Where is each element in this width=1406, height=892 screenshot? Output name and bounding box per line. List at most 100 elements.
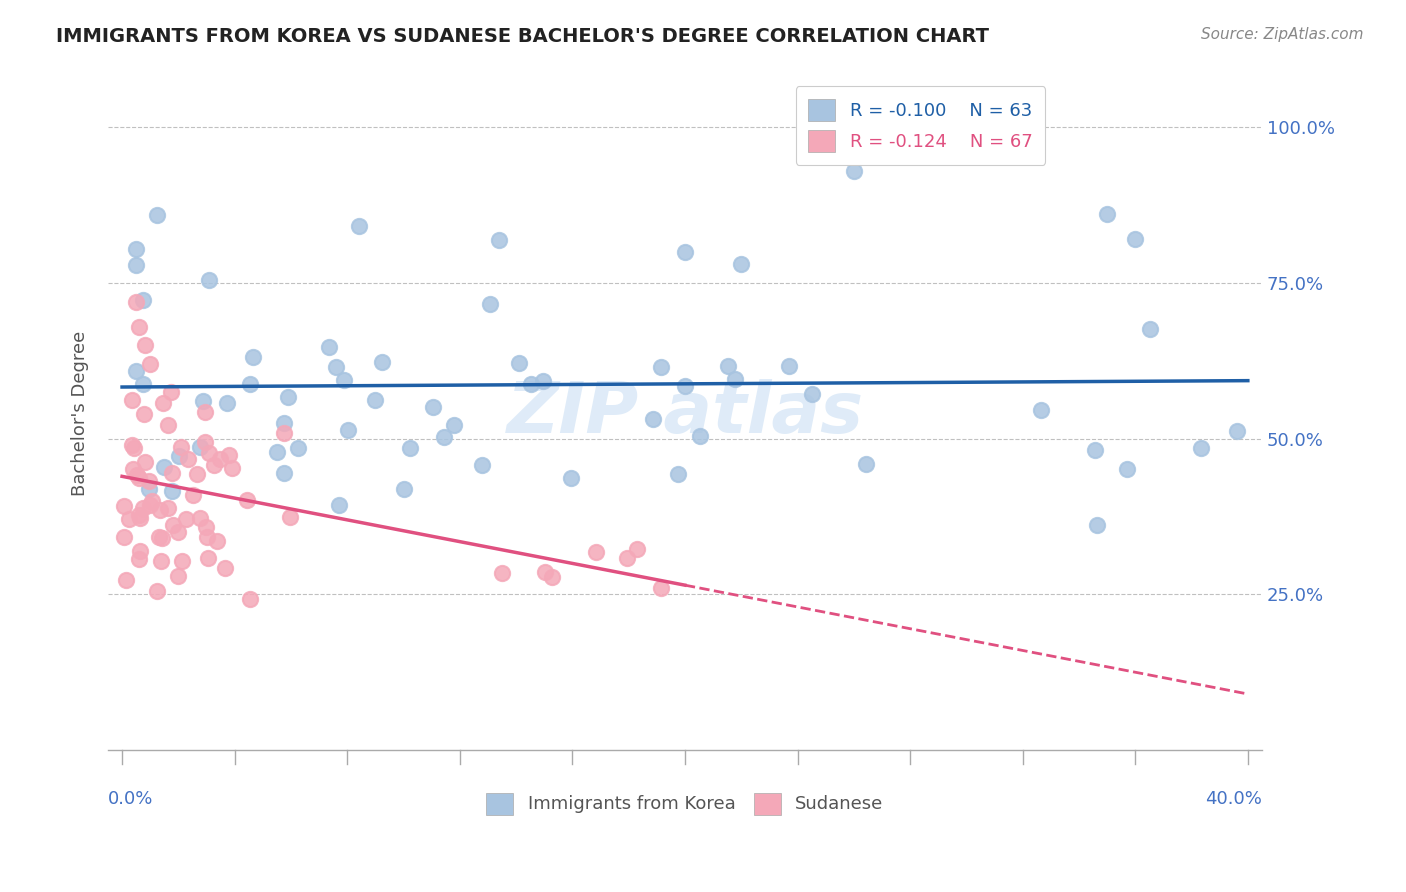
Point (221, 460, 243, 475)
Point (730, 257, 752, 271)
Point (170, 440, 193, 454)
Point (239, 376, 262, 391)
Point (479, 297, 502, 311)
Point (157, 418, 180, 433)
Point (150, 531, 173, 545)
Point (125, 243, 148, 257)
Point (198, 446, 221, 460)
Point (128, 319, 150, 334)
Point (1123, 232, 1146, 246)
Point (195, 530, 218, 544)
Point (724, 372, 747, 386)
Point (585, 545, 607, 559)
Point (167, 569, 190, 583)
Point (125, 364, 148, 378)
Point (128, 544, 150, 558)
Y-axis label: Bachelor's Degree: Bachelor's Degree (72, 331, 89, 496)
Point (160, 484, 183, 499)
Point (145, 208, 167, 222)
Point (132, 408, 155, 422)
Point (209, 452, 232, 467)
Point (146, 583, 169, 598)
Point (332, 373, 354, 387)
Point (152, 395, 174, 409)
Point (1095, 207, 1118, 221)
Point (128, 508, 150, 523)
Point (1226, 424, 1249, 438)
Point (560, 471, 582, 485)
Point (626, 541, 648, 556)
Point (197, 273, 219, 287)
Point (112, 530, 135, 544)
Point (172, 554, 194, 568)
Point (1139, 322, 1161, 336)
Point (121, 392, 143, 407)
Point (273, 426, 295, 441)
Point (394, 482, 416, 496)
Point (197, 551, 219, 566)
Point (318, 339, 340, 353)
Point (115, 573, 138, 587)
Point (207, 533, 229, 548)
Point (194, 405, 217, 419)
Point (141, 494, 163, 508)
Point (195, 520, 218, 534)
Point (1116, 462, 1139, 476)
Point (650, 359, 672, 374)
Point (399, 441, 422, 455)
Point (112, 499, 135, 513)
Point (162, 518, 184, 533)
Point (242, 350, 264, 364)
Point (149, 554, 172, 568)
Point (673, 244, 696, 259)
Point (1189, 442, 1212, 456)
Point (118, 511, 141, 525)
Point (280, 509, 302, 524)
Point (122, 441, 145, 455)
Point (152, 459, 174, 474)
Point (125, 294, 148, 309)
Point (371, 354, 394, 368)
Point (160, 466, 183, 480)
Point (1084, 442, 1107, 457)
Point (214, 561, 236, 575)
Point (121, 438, 143, 452)
Point (616, 550, 638, 565)
Point (337, 423, 360, 437)
Point (273, 467, 295, 481)
Point (160, 384, 183, 399)
Point (287, 441, 309, 455)
Point (132, 501, 155, 516)
Point (801, 387, 824, 401)
Legend: Immigrants from Korea, Sudanese: Immigrants from Korea, Sudanese (479, 785, 891, 822)
Point (277, 390, 299, 404)
Point (166, 524, 188, 539)
Point (471, 458, 494, 472)
Point (217, 396, 239, 410)
Point (190, 511, 212, 525)
Point (191, 393, 214, 408)
Text: 0.0%: 0.0% (108, 790, 153, 808)
Text: Source: ZipAtlas.com: Source: ZipAtlas.com (1201, 27, 1364, 42)
Point (129, 511, 152, 525)
Point (325, 359, 347, 374)
Point (689, 428, 711, 442)
Point (149, 503, 172, 517)
Point (534, 565, 557, 579)
Point (541, 569, 564, 583)
Point (673, 379, 696, 393)
Point (778, 359, 800, 373)
Point (186, 467, 208, 481)
Point (132, 293, 155, 307)
Point (363, 393, 385, 408)
Point (128, 471, 150, 485)
Point (1029, 402, 1052, 417)
Point (273, 416, 295, 430)
Point (148, 531, 170, 545)
Point (122, 462, 145, 476)
Point (169, 449, 191, 463)
Point (1085, 518, 1108, 533)
Point (520, 377, 543, 392)
Point (842, 164, 865, 178)
Point (134, 338, 156, 352)
